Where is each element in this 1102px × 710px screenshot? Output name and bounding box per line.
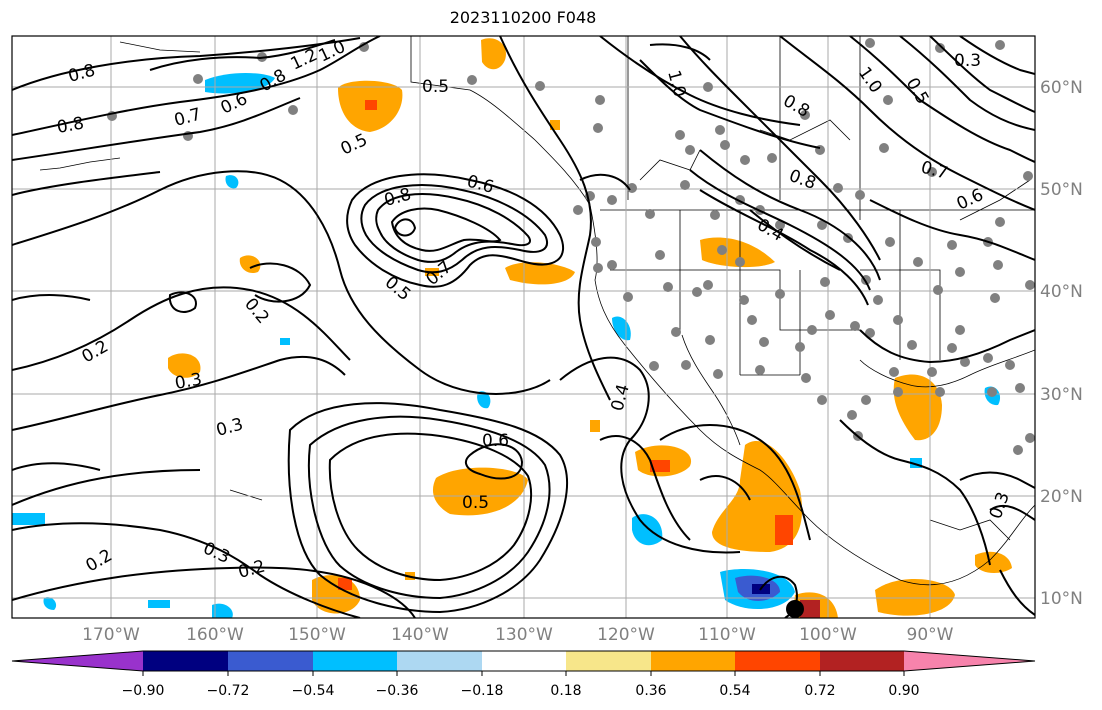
contour-label: 0.5: [422, 77, 449, 97]
lon-label: 150°W: [288, 625, 346, 645]
lat-label: 20°N: [1040, 487, 1083, 507]
map-title: 2023110200 F048: [449, 8, 597, 27]
colorbar-tick-label: 0.72: [804, 683, 835, 699]
lon-label: 170°W: [82, 625, 140, 645]
colorbar-tick-label: −0.90: [122, 683, 165, 699]
gridlines: [12, 36, 1035, 618]
contour-label: 0.8: [55, 114, 85, 138]
map-frame: [11, 35, 1036, 619]
lat-label: 40°N: [1040, 282, 1083, 302]
contour-label: 0.5: [462, 493, 489, 513]
colorbar-tick-label: −0.72: [207, 683, 250, 699]
contour-lines: [12, 36, 1035, 618]
lat-label: 60°N: [1040, 78, 1083, 98]
lon-label: 120°W: [597, 625, 655, 645]
lat-label: 50°N: [1040, 180, 1083, 200]
lon-label: 160°W: [186, 625, 244, 645]
colorbar-extend-high: [904, 651, 1035, 671]
colorbar-segment: [820, 651, 904, 671]
lon-label: 130°W: [495, 625, 553, 645]
longitude-labels: 170°W 160°W 150°W 140°W 130°W 120°W 110°…: [82, 625, 954, 645]
lon-label: 110°W: [698, 625, 756, 645]
colorbar-segment: [482, 651, 566, 671]
location-marker: [786, 600, 804, 618]
station-markers: [107, 38, 1035, 455]
colorbar-tick-label: 0.18: [550, 683, 581, 699]
contour-label: 0.6: [482, 431, 509, 451]
colorbar-segment: [397, 651, 482, 671]
colorbar-tick-label: −0.54: [292, 683, 335, 699]
colorbar-tick-label: −0.36: [376, 683, 419, 699]
colorbar-segment: [651, 651, 735, 671]
colorbar-tick-label: 0.90: [888, 683, 919, 699]
colorbar-segment: [566, 651, 651, 671]
lat-label: 10°N: [1040, 589, 1083, 609]
colorbar-segment: [228, 651, 313, 671]
contour-label: 0.3: [173, 370, 203, 394]
colorbar-segment: [313, 651, 397, 671]
lat-label: 30°N: [1040, 385, 1083, 405]
anomaly-shading: [12, 38, 1012, 618]
coastlines-and-borders: [39, 36, 1035, 586]
lon-label: 90°W: [907, 625, 954, 645]
contour-label: 0.3: [954, 51, 981, 71]
colorbar-extend-low: [12, 651, 143, 671]
colorbar-tick-label: 0.36: [635, 683, 666, 699]
colorbar-tick-label: 0.54: [719, 683, 750, 699]
colorbar-segment: [143, 651, 228, 671]
latitude-labels: 60°N 50°N 40°N 30°N 20°N 10°N: [1040, 78, 1083, 609]
colorbar-tick-label: −0.18: [461, 683, 504, 699]
lon-label: 140°W: [391, 625, 449, 645]
contour-labels: 0.8 0.8 0.7 0.6 0.8 1.2 1.0 0.5 0.5 0.8 …: [55, 37, 1014, 583]
colorbar: −0.90 −0.72 −0.54 −0.36 −0.18 0.18 0.36 …: [11, 650, 1036, 699]
lon-label: 100°W: [799, 625, 857, 645]
colorbar-segment: [735, 651, 820, 671]
